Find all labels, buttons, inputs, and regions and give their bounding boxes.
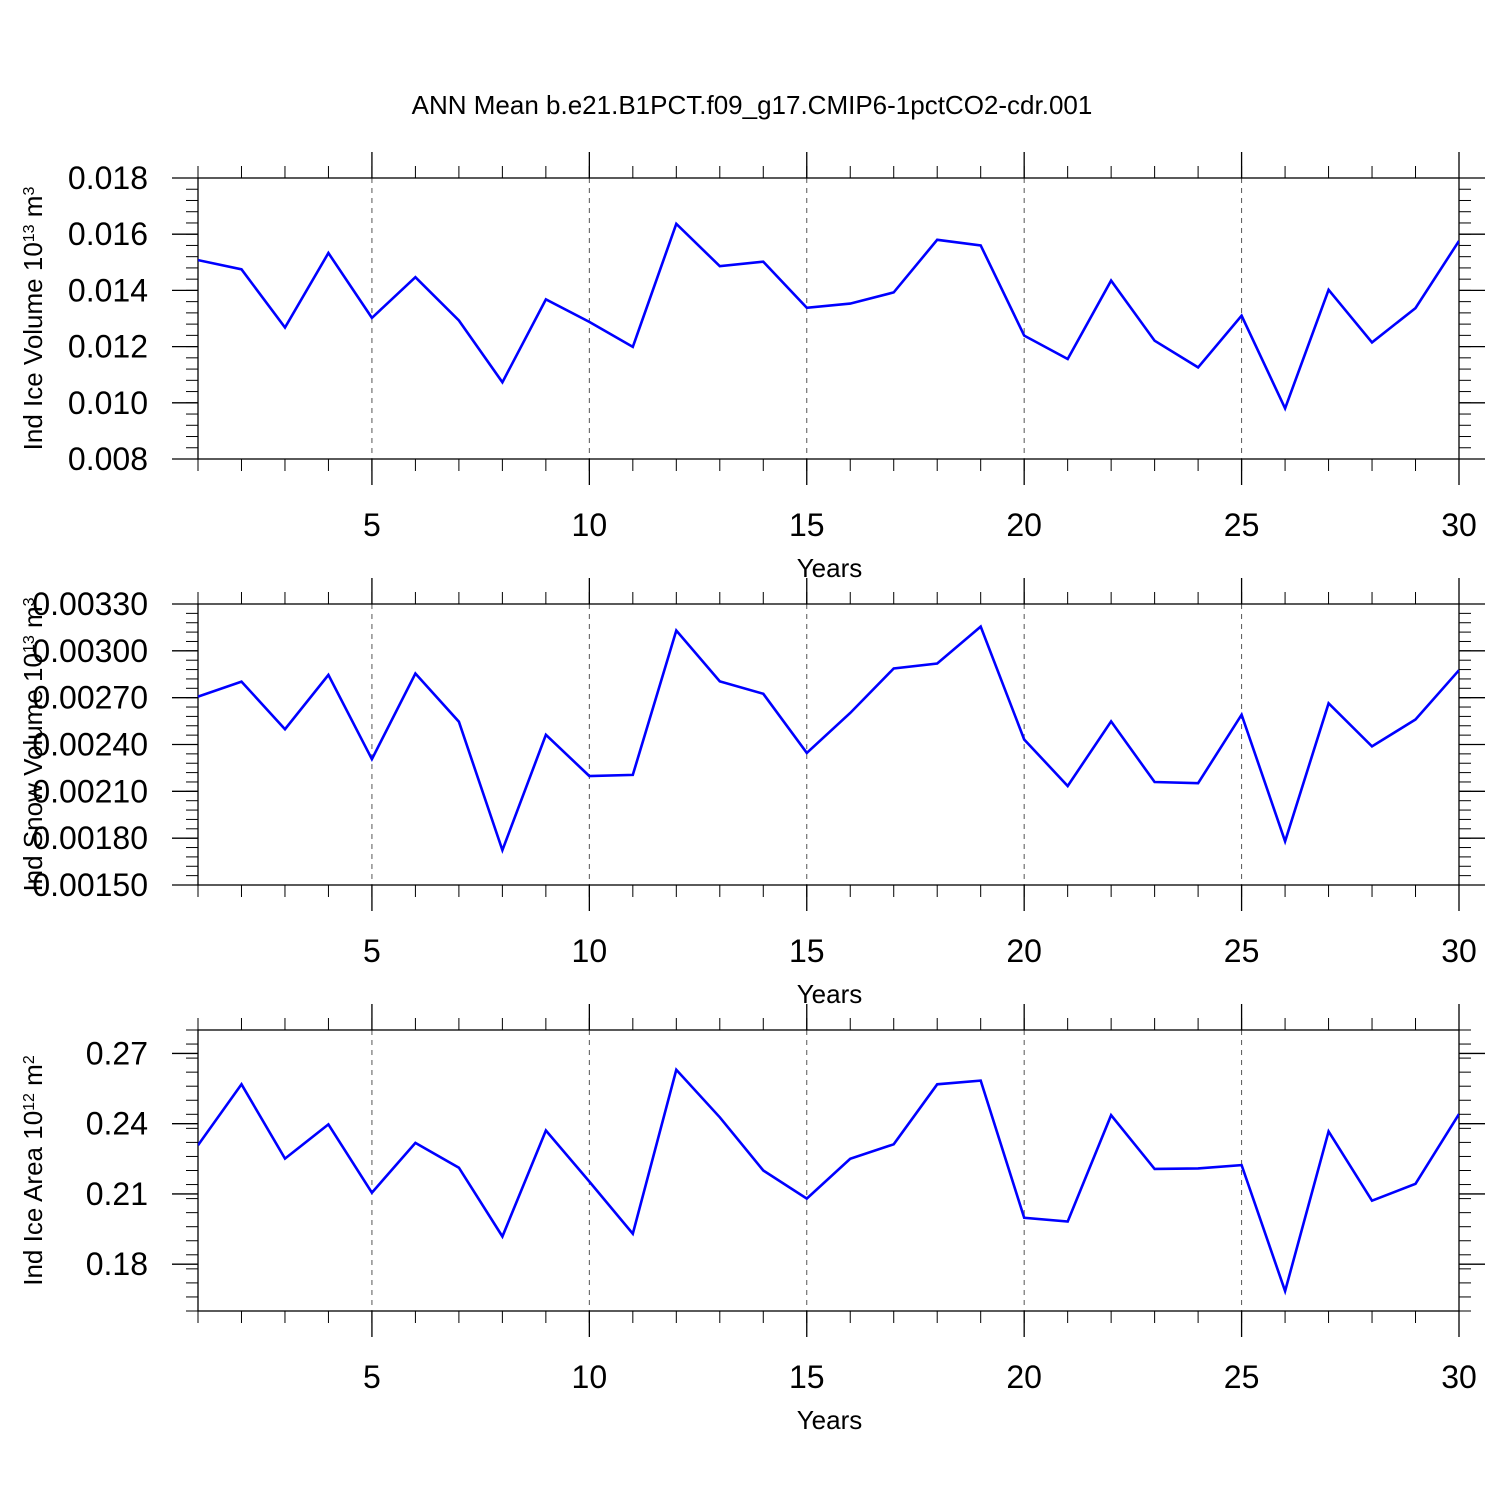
y-tick-label: 0.018 (68, 160, 148, 196)
x-tick-label: 25 (1224, 933, 1260, 969)
y-axis-label: Ind Ice Area 1012 m2 (18, 1055, 48, 1286)
plot-frame (197, 1029, 1460, 1312)
y-tick-label: 0.21 (86, 1176, 148, 1212)
y-tick-label: 0.24 (86, 1106, 148, 1142)
x-tick-label: 30 (1441, 933, 1477, 969)
y-tick-label: 0.18 (86, 1246, 148, 1282)
x-tick-label: 20 (1006, 507, 1042, 543)
plot-frame (197, 603, 1460, 886)
y-tick-label: 0.27 (86, 1035, 148, 1071)
x-tick-label: 5 (363, 507, 381, 543)
panel-3: 5 10 15 20 25 30 0.18 0.21 0.24 0.27 Years Ind Ice … (18, 1004, 1485, 1435)
x-axis-label: Years (797, 553, 863, 583)
x-tick-label: 15 (789, 507, 825, 543)
x-tick-label: 15 (789, 1359, 825, 1395)
y-tick-label: 0.00180 (32, 820, 148, 856)
x-tick-label: 15 (789, 933, 825, 969)
x-tick-label: 10 (572, 1359, 608, 1395)
x-tick-label: 30 (1441, 507, 1477, 543)
data-line-series-1 (198, 624, 1459, 855)
x-tick-label: 20 (1006, 933, 1042, 969)
y-tick-label: 0.00330 (32, 586, 148, 622)
y-tick-label: 0.00210 (32, 773, 148, 809)
x-tick-label: 10 (572, 507, 608, 543)
y-tick-label: 0.008 (68, 441, 148, 477)
y-tick-label: 0.00240 (32, 727, 148, 763)
x-tick-label: 10 (572, 933, 608, 969)
x-axis-label: Years (797, 979, 863, 1009)
data-line-series-1 (198, 221, 1459, 412)
x-tick-label: 5 (363, 933, 381, 969)
y-tick-label: 0.012 (68, 329, 148, 365)
x-axis-label: Years (797, 1405, 863, 1435)
y-axis-label: Ind Snow Volume 1013 m3 (18, 597, 48, 891)
y-tick-label: 0.00150 (32, 867, 148, 903)
x-tick-label: 25 (1224, 507, 1260, 543)
x-tick-label: 5 (363, 1359, 381, 1395)
y-tick-label: 0.014 (68, 272, 148, 308)
y-tick-label: 0.016 (68, 216, 148, 252)
panel-2: 5 10 15 20 25 30 0.00150 0.00180 0.00210 0.00240 0… (18, 578, 1485, 1009)
y-tick-label: 0.010 (68, 385, 148, 421)
panel-1: 5 10 15 20 25 30 0.008 0.010 0.012 0.014 0.016 0.01… (18, 152, 1485, 583)
y-axis-label: Ind Ice Volume 1013 m3 (18, 187, 48, 451)
figure-title: ANN Mean b.e21.B1PCT.f09_g17.CMIP6-1pctC… (412, 90, 1093, 120)
x-tick-label: 25 (1224, 1359, 1260, 1395)
x-tick-label: 30 (1441, 1359, 1477, 1395)
data-line-series-1 (198, 1067, 1459, 1296)
y-tick-label: 0.00270 (32, 680, 148, 716)
plot-frame (197, 177, 1460, 460)
y-tick-label: 0.00300 (32, 633, 148, 669)
x-tick-label: 20 (1006, 1359, 1042, 1395)
